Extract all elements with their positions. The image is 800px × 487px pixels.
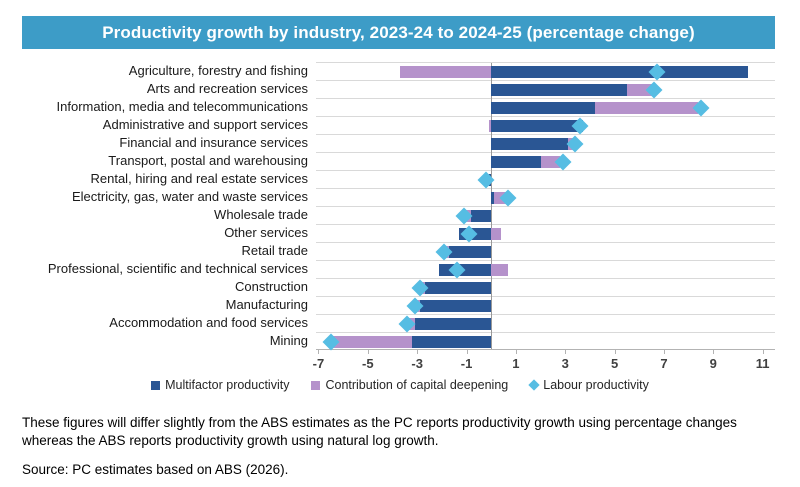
x-axis-tick-label: -7: [312, 356, 325, 371]
zero-gridline: [491, 63, 493, 349]
plot-row: [316, 81, 775, 99]
x-axis-tick: [614, 350, 616, 354]
category-label: Transport, postal and warehousing: [108, 153, 308, 168]
capital-deepening-bar: [491, 228, 502, 240]
x-axis-tick: [565, 350, 567, 354]
capital-deepening-bar: [399, 66, 492, 78]
category-label: Wholesale trade: [214, 207, 308, 222]
x-axis-tick-label: 3: [561, 356, 569, 371]
category-label: Information, media and telecommunication…: [56, 99, 308, 114]
plot-wrap: -7 -5 -3 -1 1 3 5 7 9 11: [312, 62, 775, 376]
x-axis-tick-label: 7: [660, 356, 668, 371]
plot-row: [316, 63, 775, 81]
multifactor-productivity-bar: [419, 300, 492, 312]
plot-row: [316, 171, 775, 189]
legend-label: Labour productivity: [543, 378, 649, 392]
category-label: Professional, scientific and technical s…: [47, 261, 308, 276]
category-label: Electricity, gas, water and waste servic…: [71, 189, 308, 204]
x-axis-tick-label: 1: [512, 356, 520, 371]
category-axis: Agriculture, forestry and fishing Arts an…: [22, 62, 316, 376]
plot-row: [316, 297, 775, 315]
category-label: Financial and insurance services: [119, 135, 308, 150]
x-axis-tick-label: -3: [411, 356, 423, 371]
capital-deepening-bar: [333, 336, 413, 348]
chart-title: Productivity growth by industry, 2023-24…: [102, 22, 695, 42]
plot-row: [316, 243, 775, 261]
plot-area: [316, 62, 775, 351]
category-label: Manufacturing: [225, 297, 308, 312]
multifactor-productivity-bar: [424, 282, 492, 294]
multifactor-productivity-bar: [491, 102, 595, 114]
multifactor-productivity-bar: [491, 84, 627, 96]
chart-area: Agriculture, forestry and fishing Arts an…: [22, 62, 775, 376]
category-label: Mining: [269, 333, 308, 348]
multifactor-productivity-bar: [491, 66, 748, 78]
legend: Multifactor productivity Contribution of …: [0, 378, 800, 392]
x-axis-tick: [663, 350, 665, 354]
plot-row: [316, 279, 775, 297]
chart-title-banner: Productivity growth by industry, 2023-24…: [22, 16, 775, 49]
legend-label: Multifactor productivity: [165, 378, 290, 392]
source-text: Source: PC estimates based on ABS (2026)…: [22, 461, 289, 477]
multifactor-productivity-bar: [414, 318, 492, 330]
multifactor-productivity-bar: [412, 336, 492, 348]
multifactor-productivity-bar: [491, 138, 568, 150]
plot-row: [316, 117, 775, 135]
legend-item: Labour productivity: [528, 378, 649, 392]
category-label: Arts and recreation services: [146, 81, 308, 96]
capital-deepening-bar: [540, 156, 561, 168]
x-axis-tick: [367, 350, 369, 354]
capital-deepening-bar: [491, 264, 509, 276]
legend-label: Contribution of capital deepening: [325, 378, 509, 392]
category-label: Other services: [224, 225, 308, 240]
x-axis-tick-label: -5: [362, 356, 374, 371]
category-label: Rental, hiring and real estate services: [90, 171, 308, 186]
legend-square-swatch: [151, 380, 161, 390]
category-label: Construction: [235, 279, 308, 294]
x-axis-tick: [466, 350, 468, 354]
multifactor-productivity-bar: [449, 246, 492, 258]
legend-item: Multifactor productivity: [151, 378, 289, 392]
category-label: Administrative and support services: [102, 117, 308, 132]
x-axis-tick: [515, 350, 517, 354]
x-axis-tick-label: -1: [460, 356, 473, 371]
plot-row: [316, 261, 775, 279]
multifactor-productivity-bar: [491, 192, 494, 204]
category-label: Accommodation and food services: [109, 315, 308, 330]
x-axis-tick-label: 9: [709, 356, 717, 371]
capital-deepening-bar: [594, 102, 699, 114]
plot-row: [316, 225, 775, 243]
legend-diamond-swatch: [528, 379, 540, 391]
legend-square-swatch: [311, 380, 321, 390]
plot-row: [316, 135, 775, 153]
x-axis-tick-label: 11: [755, 356, 770, 371]
footer: These figures will differ slightly from …: [22, 414, 780, 477]
plot-row: [316, 315, 775, 333]
multifactor-productivity-bar: [471, 210, 492, 222]
plot-row: [316, 189, 775, 207]
x-axis: -7 -5 -3 -1 1 3 5 7 9 11: [312, 350, 775, 376]
plot-row: [316, 207, 775, 225]
x-axis-tick: [318, 350, 320, 354]
plot-row: [316, 153, 775, 171]
x-axis-tick-label: 5: [610, 356, 619, 371]
capital-deepening-bar: [488, 120, 492, 132]
plot-row: [316, 99, 775, 117]
x-axis-tick: [762, 350, 764, 354]
legend-item: Contribution of capital deepening: [311, 378, 508, 392]
note-text: These figures will differ slightly from …: [22, 415, 737, 448]
multifactor-productivity-bar: [491, 120, 583, 132]
category-label: Agriculture, forestry and fishing: [128, 63, 308, 78]
x-axis-tick: [417, 350, 419, 354]
x-axis-tick: [713, 350, 715, 354]
category-label: Retail trade: [241, 243, 308, 258]
multifactor-productivity-bar: [491, 156, 541, 168]
